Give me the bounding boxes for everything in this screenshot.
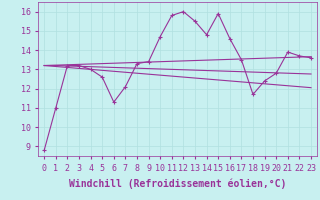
X-axis label: Windchill (Refroidissement éolien,°C): Windchill (Refroidissement éolien,°C)	[69, 178, 286, 189]
